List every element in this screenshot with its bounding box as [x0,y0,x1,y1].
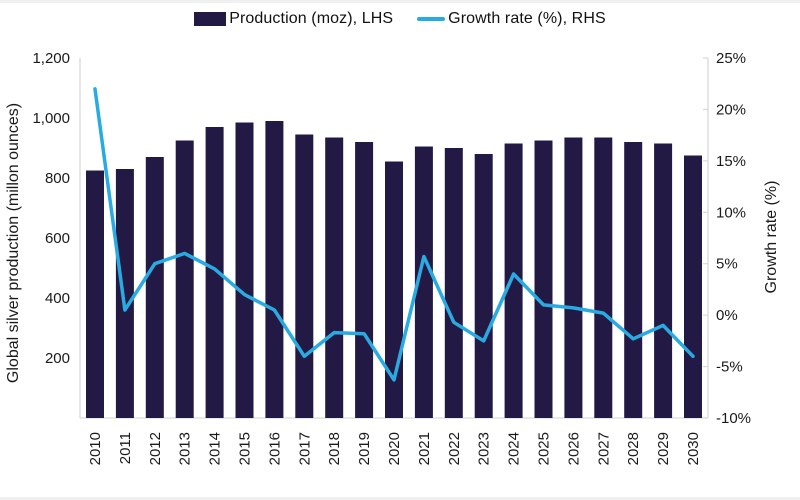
x-tick-label-2023: 2023 [476,432,493,465]
growth-line [93,87,695,382]
tick-labels: 200 400 600 800 1,000 1,200 -10% -5% 0% 5% 10% 15% 2… [32,50,751,465]
left-tick-label: 200 [45,350,70,367]
x-tick-label-2018: 2018 [326,432,343,465]
bar-2030 [684,155,702,418]
legend-item-growth: Growth rate (%), RHS [417,10,606,28]
left-tick-label: 800 [45,170,70,187]
bar-2013 [175,140,194,418]
bar-2028 [624,142,643,418]
x-tick-label-2021: 2021 [416,432,433,465]
x-tick-label-2014: 2014 [207,432,224,465]
right-tick-label: 0% [716,307,738,324]
production-swatch-icon [194,12,227,26]
x-tick-label-2027: 2027 [595,432,612,465]
x-tick-label-2030: 2030 [685,432,702,465]
right-axis-title: Growth rate (%) [763,181,780,294]
bar-2015 [235,122,254,418]
bar-2026 [564,137,583,418]
growth-rate-line [93,87,695,382]
bar-2010 [86,170,104,418]
legend-item-production: Production (moz), LHS [194,10,393,28]
legend-growth-label: Growth rate (%), RHS [448,10,606,27]
bar-2027 [594,137,613,418]
x-tick-label-2028: 2028 [625,432,642,465]
bar-2025 [534,140,553,418]
right-tick-label: 5% [716,256,738,273]
bar-2029 [654,143,673,418]
x-tick-label-2025: 2025 [536,432,553,465]
left-axis-title: Global silver production (millon ounces) [5,103,22,383]
right-tick-label: -5% [716,359,743,376]
x-tick-label-2020: 2020 [386,432,403,465]
x-tick-label-2029: 2029 [655,432,672,465]
x-tick-label-2024: 2024 [506,432,523,465]
growth-line-swatch-icon [417,17,446,21]
right-tick-label: 15% [716,153,746,170]
right-tick-label: -10% [716,410,751,427]
bar-2024 [504,143,523,418]
x-tick-label-2013: 2013 [177,432,194,465]
x-tick-label-2015: 2015 [237,432,254,465]
right-tick-label: 20% [716,101,746,118]
x-tick-label-2019: 2019 [356,432,373,465]
legend: Production (moz), LHS Growth rate (%), R… [0,6,800,32]
bar-2019 [355,142,374,418]
bar-2023 [474,154,493,418]
right-tick-label: 25% [716,50,746,67]
legend-production-label: Production (moz), LHS [229,10,394,27]
bar-2014 [205,127,224,418]
left-tick-label: 600 [45,230,70,247]
x-tick-label-2022: 2022 [446,432,463,465]
bar-2020 [385,161,403,418]
bar-2012 [145,157,164,418]
bar-2018 [325,137,344,418]
left-tick-label: 400 [45,290,70,307]
bar-2011 [115,169,134,418]
bar-2021 [414,146,433,418]
x-tick-label-2016: 2016 [266,432,283,465]
x-tick-label-2026: 2026 [565,432,582,465]
left-tick-label: 1,000 [32,110,70,127]
bar-2017 [295,134,314,418]
x-tick-label-2017: 2017 [296,432,313,465]
left-tick-label: 1,200 [32,50,70,67]
x-tick-label-2012: 2012 [147,432,164,465]
production-bars [86,121,702,418]
x-tick-label-2010: 2010 [87,432,104,465]
x-tick-label-2011: 2011 [117,432,134,464]
bottom-border [0,497,800,500]
bar-2022 [444,148,463,418]
right-tick-label: 10% [716,204,746,221]
top-border [0,0,800,3]
bar-2016 [265,121,284,418]
